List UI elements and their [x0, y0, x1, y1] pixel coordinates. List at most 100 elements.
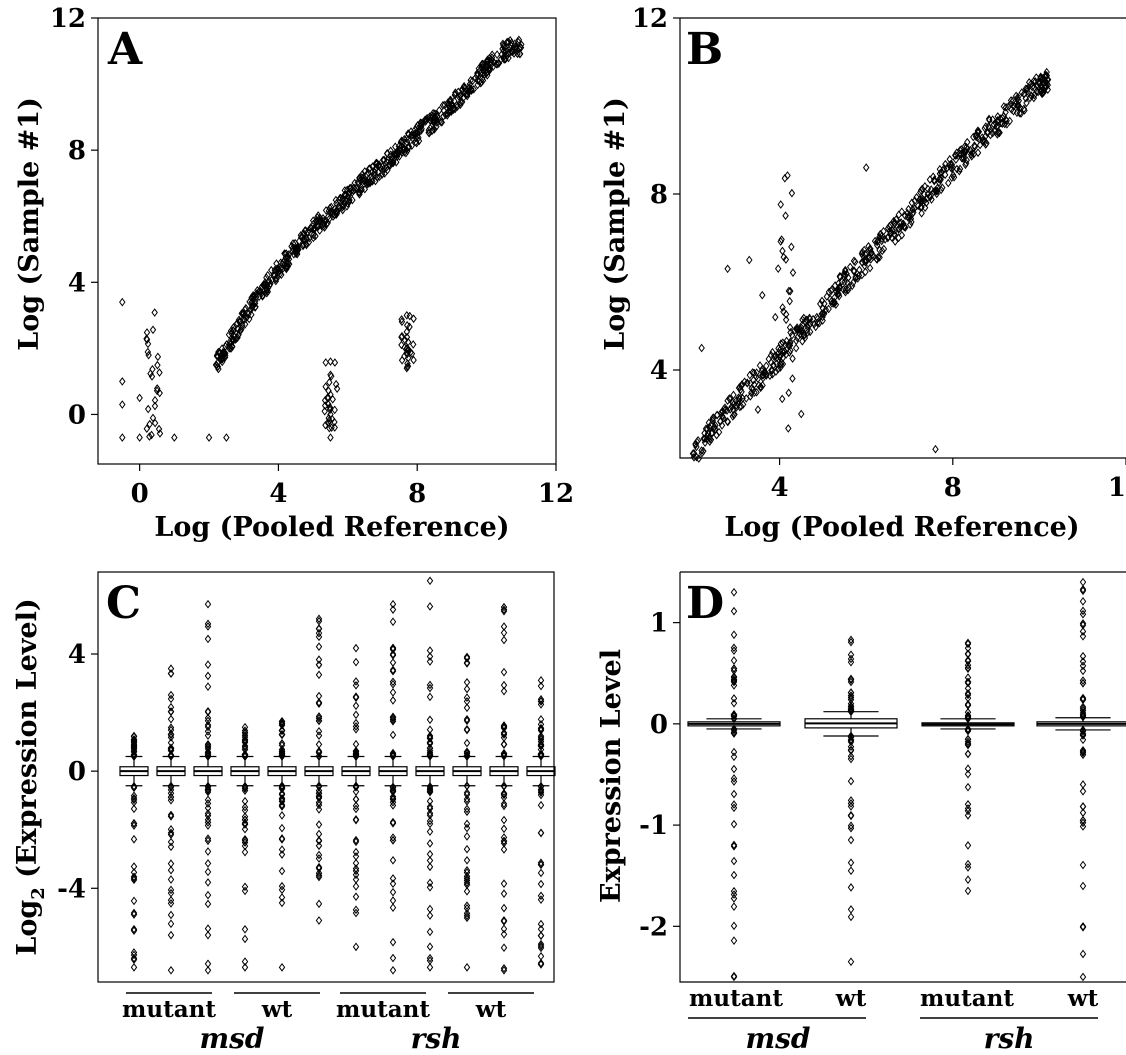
- scatter-point: [917, 196, 925, 206]
- scatter-point: [786, 341, 794, 350]
- scatter-point: [819, 312, 826, 322]
- scatter-point: [509, 47, 516, 56]
- scatter-point: [1015, 96, 1023, 106]
- outlier-point: [426, 750, 434, 760]
- outlier-point: [426, 680, 434, 690]
- scatter-point: [1007, 96, 1015, 105]
- scatter-point: [890, 218, 898, 228]
- scatter-point: [404, 359, 411, 368]
- outlier-point: [389, 835, 397, 845]
- scatter-point: [413, 138, 420, 148]
- y-tick-label: 4: [68, 268, 86, 298]
- scatter-point: [931, 175, 938, 185]
- scatter-point: [297, 230, 305, 240]
- outlier-point: [389, 836, 397, 845]
- outlier-point: [241, 957, 249, 966]
- outlier-point: [463, 887, 471, 896]
- outlier-point: [500, 903, 508, 913]
- outlier-point: [389, 783, 397, 793]
- outlier-point: [167, 837, 175, 847]
- scatter-point: [769, 347, 776, 357]
- outlier-point: [389, 617, 397, 627]
- outlier-point: [964, 711, 972, 720]
- scatter-point: [931, 176, 938, 186]
- outlier-point: [352, 908, 360, 918]
- scatter-point: [310, 230, 317, 240]
- outlier-point: [315, 793, 323, 803]
- scatter-point: [376, 162, 384, 172]
- y-tick-label: 12: [50, 4, 86, 34]
- scatter-point: [798, 409, 805, 419]
- outlier-point: [537, 931, 545, 941]
- scatter-point: [788, 242, 795, 252]
- outlier-point: [1079, 666, 1087, 676]
- scatter-point: [310, 233, 317, 243]
- outlier-point: [463, 697, 471, 706]
- outlier-point: [500, 815, 508, 825]
- y-tick-label: 1: [650, 609, 668, 639]
- scatter-point: [932, 444, 939, 454]
- scatter-point: [785, 341, 792, 350]
- scatter-point: [759, 290, 766, 300]
- outlier-point: [964, 806, 972, 816]
- scatter-point: [947, 159, 954, 169]
- outlier-point: [352, 882, 360, 891]
- outlier-point: [500, 833, 508, 842]
- scatter-point: [750, 368, 758, 378]
- outlier-point: [389, 713, 397, 722]
- outlier-point: [315, 698, 323, 707]
- scatter-point: [1025, 77, 1033, 87]
- scatter-point: [834, 289, 841, 299]
- outlier-point: [537, 695, 545, 704]
- scatter-point: [146, 432, 153, 441]
- outlier-point: [204, 799, 212, 808]
- scatter-point: [418, 121, 425, 131]
- outlier-point: [315, 868, 323, 878]
- outlier-point: [426, 839, 434, 848]
- panel-d-strain-2: rsh: [984, 1022, 1035, 1055]
- outlier-point: [352, 782, 360, 792]
- outlier-point: [389, 833, 397, 842]
- outlier-point: [130, 804, 138, 814]
- scatter-point: [1017, 109, 1025, 118]
- scatter-point: [874, 236, 881, 246]
- scatter-point: [891, 237, 899, 246]
- scatter-point: [873, 240, 881, 250]
- scatter-point: [431, 109, 439, 118]
- scatter-point: [911, 196, 919, 206]
- scatter-point: [219, 351, 226, 360]
- scatter-point: [803, 325, 811, 335]
- scatter-point: [263, 286, 270, 296]
- outlier-point: [1079, 735, 1087, 745]
- outlier-point: [204, 834, 212, 843]
- outlier-point: [315, 798, 323, 807]
- scatter-point: [259, 292, 266, 301]
- outlier-point: [389, 649, 397, 659]
- outlier-point: [500, 879, 508, 888]
- outlier-point: [130, 950, 138, 960]
- outlier-point: [730, 890, 738, 899]
- outlier-point: [315, 916, 323, 925]
- scatter-point: [258, 289, 265, 298]
- scatter-point: [248, 293, 256, 302]
- scatter-point: [403, 320, 411, 330]
- outlier-point: [500, 622, 508, 631]
- outlier-point: [964, 863, 972, 872]
- scatter-point: [945, 178, 952, 188]
- outlier-point: [241, 802, 249, 812]
- scatter-point: [390, 158, 397, 168]
- panel-b-axes: [679, 18, 1126, 459]
- panel-d-group-1: mutant: [689, 985, 783, 1012]
- scatter-point: [259, 291, 266, 300]
- scatter-point: [156, 388, 163, 398]
- scatter-point: [300, 229, 307, 238]
- outlier-point: [315, 746, 323, 756]
- scatter-point: [234, 318, 241, 328]
- scatter-point: [356, 173, 363, 183]
- outlier-point: [315, 829, 323, 839]
- outlier-point: [500, 929, 508, 939]
- outlier-point: [352, 870, 360, 880]
- scatter-point: [511, 39, 519, 49]
- scatter-point: [967, 145, 974, 155]
- outlier-point: [500, 793, 508, 802]
